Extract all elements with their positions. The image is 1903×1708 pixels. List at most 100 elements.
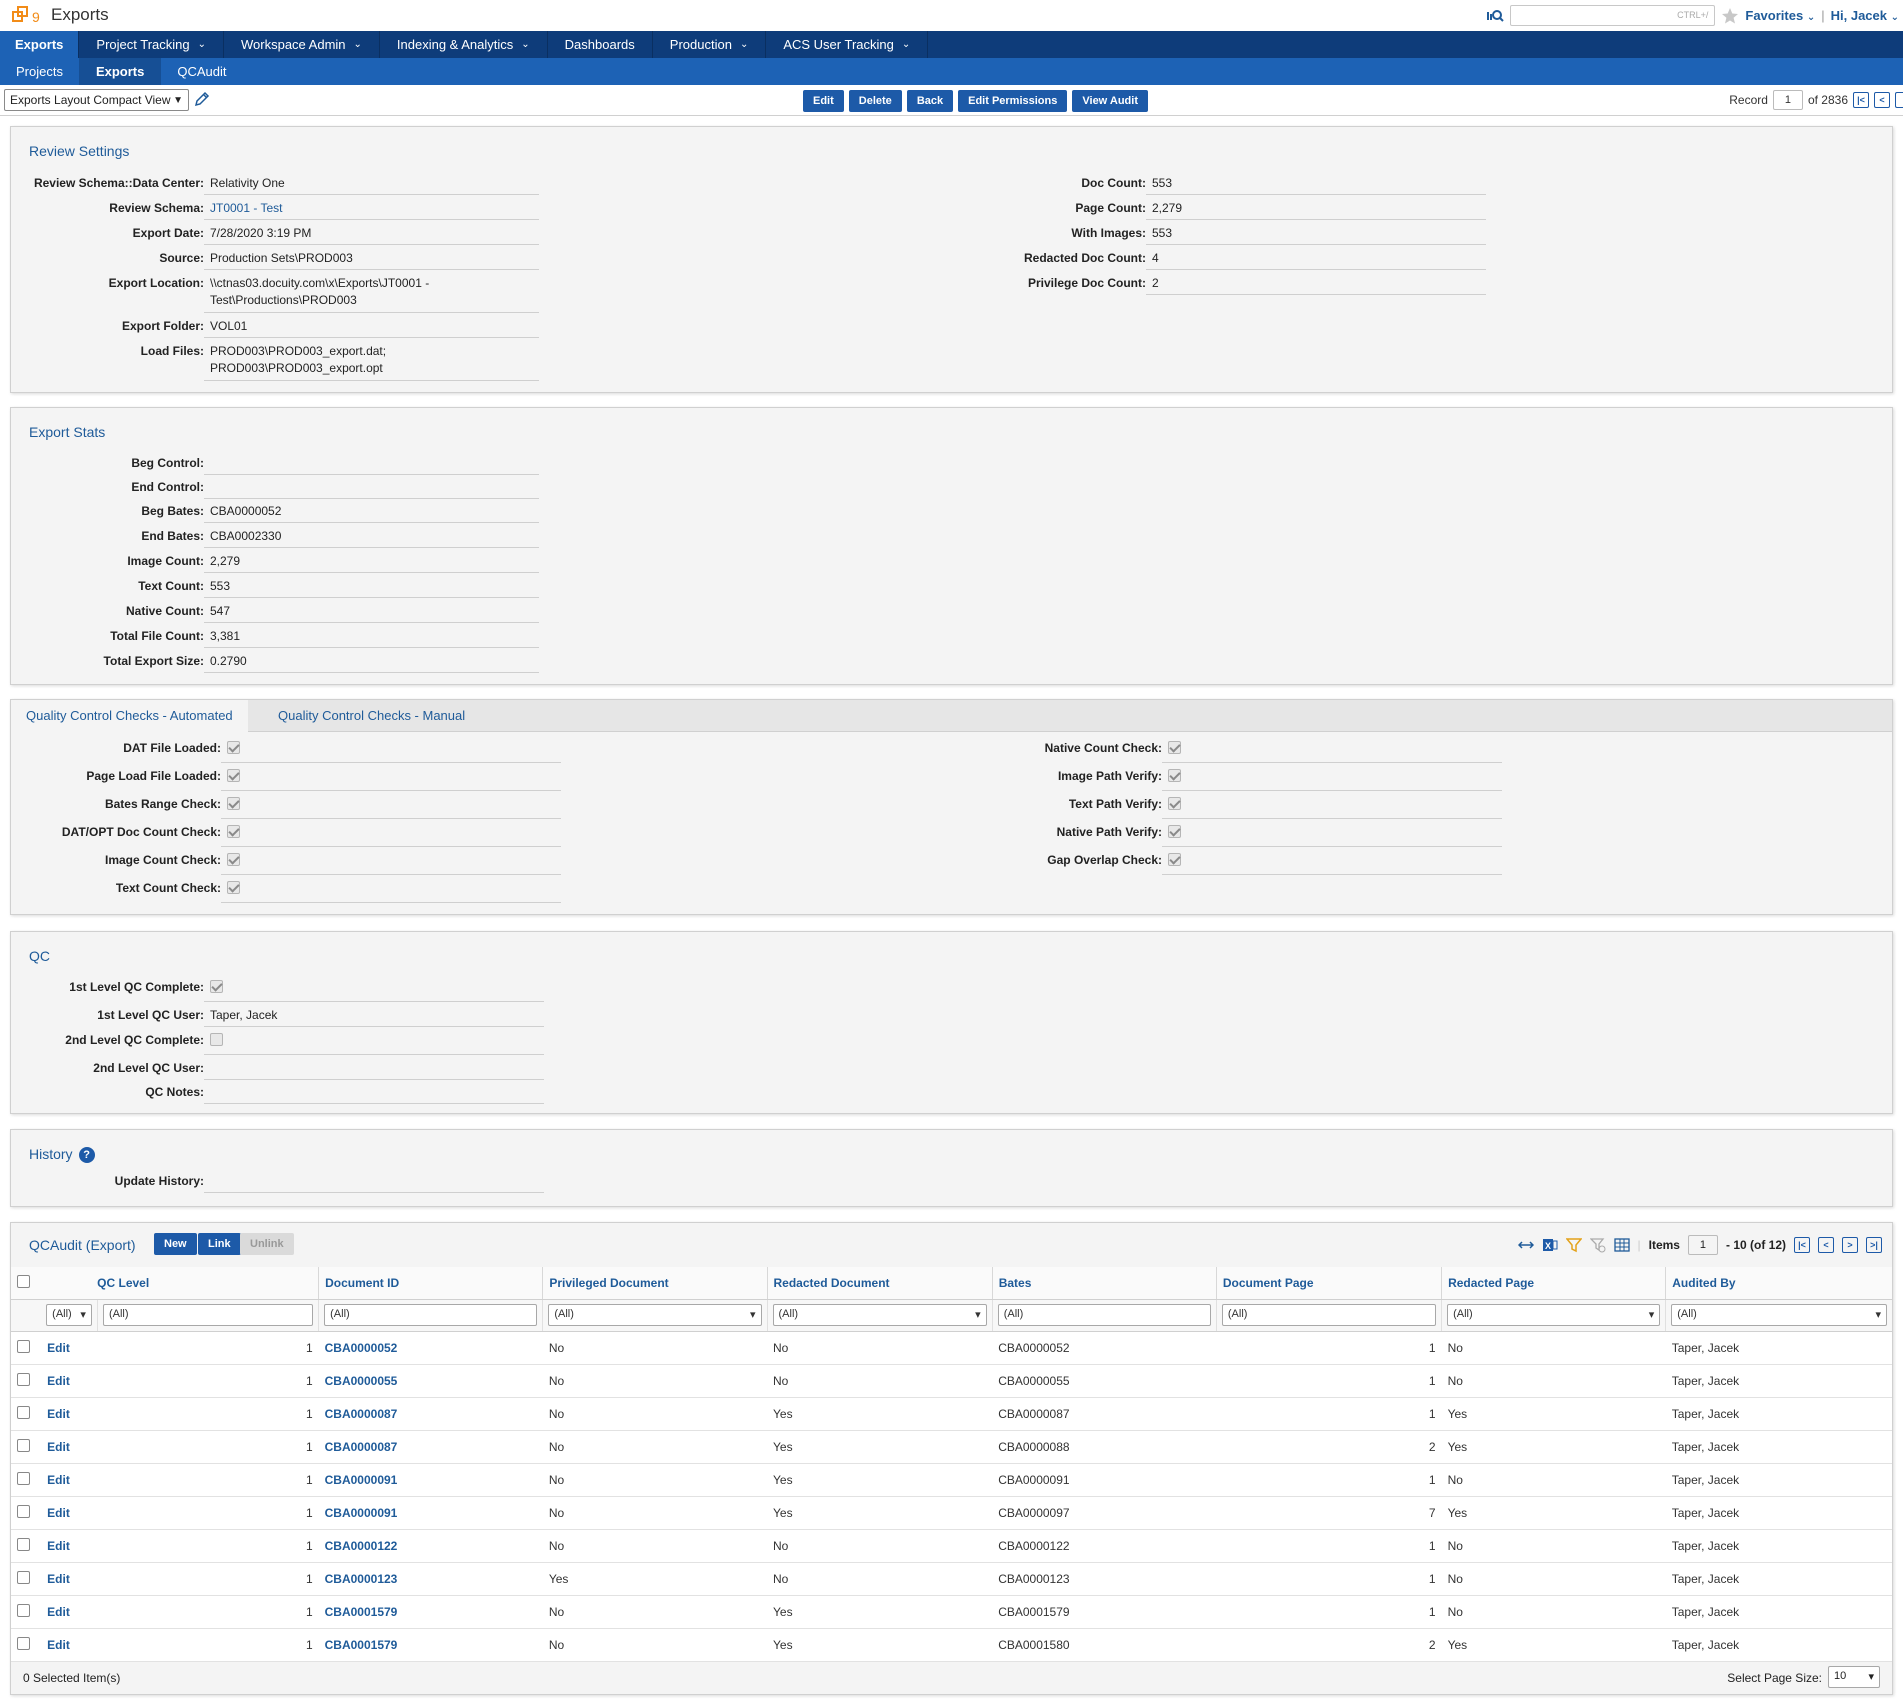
tab-project-tracking[interactable]: Project Tracking ⌄ [79,31,224,58]
row-checkbox[interactable] [17,1372,30,1386]
panel-title: History? [29,1146,95,1163]
filter-icon[interactable] [1565,1237,1582,1253]
subtab-exports[interactable]: Exports [78,58,162,85]
first-record-icon[interactable]: |< [1853,92,1869,108]
search-input[interactable]: CTRL+/ [1510,5,1716,26]
help-icon[interactable]: ? [78,1147,95,1163]
row-edit-link[interactable]: Edit [41,1430,98,1464]
row-checkbox[interactable] [17,1471,30,1485]
row-edit-link[interactable]: Edit [41,1529,98,1563]
row-edit-link[interactable]: Edit [41,1397,98,1431]
tab-qc-manual[interactable]: Quality Control Checks - Manual [278,708,466,723]
row-checkbox[interactable] [17,1504,30,1518]
select-all-checkbox[interactable] [17,1274,30,1288]
previous-record-icon[interactable]: < [1874,92,1890,108]
pencil-icon[interactable] [194,91,210,107]
previous-page-icon[interactable]: < [1818,1237,1834,1253]
cell-audited-by: Taper, Jacek [1665,1364,1892,1398]
column-header-privileged-document[interactable]: Privileged Document [542,1267,767,1300]
column-header-document-id[interactable]: Document ID [318,1267,543,1300]
tab-qc-automated[interactable]: Quality Control Checks - Automated [11,700,248,733]
filter-select[interactable]: (All) ▾ [46,1304,92,1326]
cell-document-id-link[interactable]: CBA0000052 [318,1331,543,1365]
tab-exports[interactable]: Exports [0,31,80,58]
cell-document-id-link[interactable]: CBA0000091 [318,1496,543,1530]
first-page-icon[interactable]: |< [1794,1237,1810,1253]
row-edit-link[interactable]: Edit [41,1562,98,1596]
row-edit-link[interactable]: Edit [41,1628,98,1662]
view-audit-button[interactable]: View Audit [1072,90,1148,112]
checkbox [210,980,223,993]
cell-document-id-link[interactable]: CBA0000122 [318,1529,543,1563]
next-page-icon[interactable]: > [1842,1237,1858,1253]
row-checkbox[interactable] [17,1603,30,1617]
row-checkbox[interactable] [17,1405,30,1419]
row-checkbox[interactable] [17,1438,30,1452]
page-size-select[interactable]: 10 ▾ [1828,1666,1880,1688]
row-select-cell [11,1397,42,1431]
row-checkbox[interactable] [17,1339,30,1353]
row-edit-link[interactable]: Edit [41,1331,98,1365]
edit-permissions-button[interactable]: Edit Permissions [958,90,1068,112]
filter-select[interactable]: (All) ▾ [548,1304,762,1326]
relativity-logo-icon[interactable]: 9 [12,5,44,25]
cell-document-id-link[interactable]: CBA0000087 [318,1430,543,1464]
row-checkbox[interactable] [17,1570,30,1584]
filter-select[interactable]: (All) ▾ [772,1304,987,1326]
delete-button[interactable]: Delete [848,90,902,112]
column-header-bates[interactable]: Bates [991,1267,1217,1300]
row-edit-link[interactable]: Edit [41,1595,98,1629]
field-total-export-size: Total Export Size: 0.2790 [11,648,551,673]
subtab-qcaudit[interactable]: QCAudit [177,64,227,79]
field-page-count: Page Count: 2,279 [11,195,1491,220]
edit-button[interactable]: Edit [803,90,844,112]
column-header-redacted-page[interactable]: Redacted Page [1441,1267,1666,1300]
new-button[interactable]: New [154,1233,197,1255]
column-header-audited-by[interactable]: Audited By [1665,1267,1892,1300]
tab-indexing-analytics[interactable]: Indexing & Analytics ⌄ [380,31,548,58]
filter-input[interactable]: (All) [997,1304,1211,1326]
row-checkbox[interactable] [17,1636,30,1650]
back-button[interactable]: Back [906,90,954,112]
grid-view-icon[interactable] [1613,1237,1630,1253]
row-edit-link[interactable]: Edit [41,1364,98,1398]
clear-filter-icon[interactable] [1589,1237,1606,1253]
filter-input[interactable]: (All) [1221,1304,1437,1326]
tab-workspace-admin[interactable]: Workspace Admin ⌄ [224,31,380,58]
cell-document-id-link[interactable]: CBA0000123 [318,1562,543,1596]
tab-acs-user-tracking[interactable]: ACS User Tracking ⌄ [766,31,929,58]
favorites-menu[interactable]: Favorites ⌄ [1745,8,1816,23]
record-input[interactable]: 1 [1772,90,1803,110]
row-edit-link[interactable]: Edit [41,1496,98,1530]
unlink-button[interactable]: Unlink [240,1233,294,1255]
filter-input[interactable]: (All) [102,1304,314,1326]
tab-production[interactable]: Production ⌄ [653,31,767,58]
row-checkbox[interactable] [17,1537,30,1551]
column-header-document-page[interactable]: Document Page [1215,1267,1442,1300]
cell-document-id-link[interactable]: CBA0001579 [318,1628,543,1662]
expand-width-icon[interactable] [1517,1237,1534,1253]
layout-select[interactable]: Exports Layout Compact View ▼ [4,89,189,111]
cell-document-id-link[interactable]: CBA0000055 [318,1364,543,1398]
filter-select[interactable]: (All) ▾ [1671,1304,1887,1326]
column-header-qc-level[interactable]: QC Level [41,1267,319,1300]
filter-input[interactable]: (All) [324,1304,538,1326]
user-menu[interactable]: Hi, Jacek ⌄ [1830,8,1899,23]
subtab-projects[interactable]: Projects [16,64,63,79]
items-page-input[interactable]: 1 [1687,1235,1718,1255]
review-schema-link[interactable]: JT0001 - Test [210,201,283,215]
last-page-icon[interactable]: >| [1866,1237,1882,1253]
link-button[interactable]: Link [198,1233,241,1255]
tab-dashboards[interactable]: Dashboards [548,31,653,58]
next-record-icon[interactable] [1895,92,1903,108]
excel-export-icon[interactable]: X [1542,1237,1558,1253]
column-header-redacted-document[interactable]: Redacted Document [766,1267,993,1300]
cell-document-id-link[interactable]: CBA0000087 [318,1397,543,1431]
cell-document-id-link[interactable]: CBA0001579 [318,1595,543,1629]
filter-select[interactable]: (All) ▾ [1447,1304,1661,1326]
row-edit-link[interactable]: Edit [41,1463,98,1497]
star-icon[interactable] [1721,7,1739,25]
search-icon[interactable] [1486,7,1505,25]
checkbox [227,769,240,782]
cell-document-id-link[interactable]: CBA0000091 [318,1463,543,1497]
